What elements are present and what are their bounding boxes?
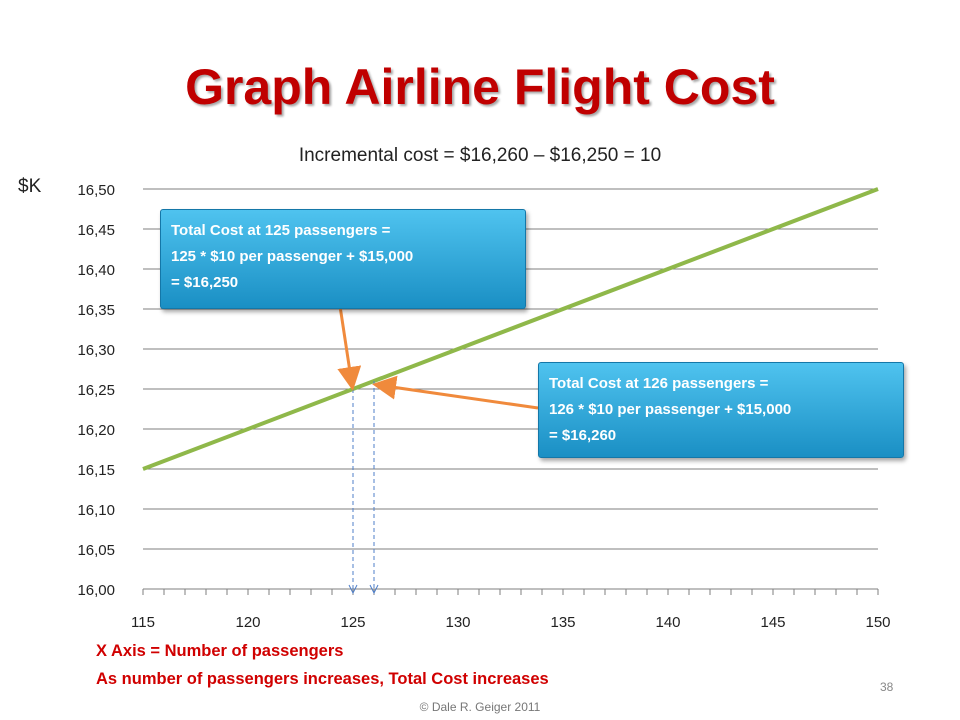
callout-126-passengers: Total Cost at 126 passengers = 126 * $10… xyxy=(538,362,904,458)
y-tick-label: 16,45 xyxy=(77,222,115,239)
callout-arrow-125 xyxy=(337,305,362,391)
callout-125-line1: Total Cost at 125 passengers = xyxy=(171,222,391,239)
summary-note: As number of passengers increases, Total… xyxy=(96,670,549,688)
x-axis-note: X Axis = Number of passengers xyxy=(96,642,344,660)
y-tick-label: 16,50 xyxy=(77,182,115,199)
copyright-notice: © Dale R. Geiger 2011 xyxy=(419,700,541,714)
y-tick-label: 16,00 xyxy=(77,582,115,599)
callout-125-line3: = $16,250 xyxy=(171,274,239,291)
callout-126-line3: = $16,260 xyxy=(549,427,617,444)
y-tick-label: 16,05 xyxy=(77,542,115,559)
y-tick-label: 16,40 xyxy=(77,262,115,279)
callout-arrow-126 xyxy=(372,375,539,410)
callout-126-line2: 126 * $10 per passenger + $15,000 xyxy=(549,401,792,418)
y-tick-label: 16,30 xyxy=(77,342,115,359)
callout-125-passengers: Total Cost at 125 passengers = 125 * $10… xyxy=(160,209,526,309)
callout-125-line2: 125 * $10 per passenger + $15,000 xyxy=(171,248,414,265)
y-axis-label: $K xyxy=(18,176,42,197)
y-tick-label: 16,25 xyxy=(77,382,115,399)
slide-title: Graph Airline Flight Cost xyxy=(185,59,775,115)
y-tick-label: 16,15 xyxy=(77,462,115,479)
x-tick-label: 135 xyxy=(550,614,575,631)
x-tick-label: 130 xyxy=(445,614,470,631)
x-tick-label: 150 xyxy=(865,614,890,631)
x-tick-label: 140 xyxy=(655,614,680,631)
y-tick-label: 16,10 xyxy=(77,502,115,519)
callout-126-line1: Total Cost at 126 passengers = xyxy=(549,375,769,392)
x-tick-label: 115 xyxy=(131,614,155,631)
slide-number: 38 xyxy=(880,680,894,694)
chart-subtitle: Incremental cost = $16,260 – $16,250 = 1… xyxy=(298,145,662,166)
x-tick-label: 125 xyxy=(340,614,365,631)
x-tick-label: 145 xyxy=(760,614,785,631)
x-tick-label: 120 xyxy=(235,614,260,631)
y-tick-label: 16,35 xyxy=(77,302,115,319)
y-tick-label: 16,20 xyxy=(77,422,115,439)
total-cost-line xyxy=(142,187,879,471)
